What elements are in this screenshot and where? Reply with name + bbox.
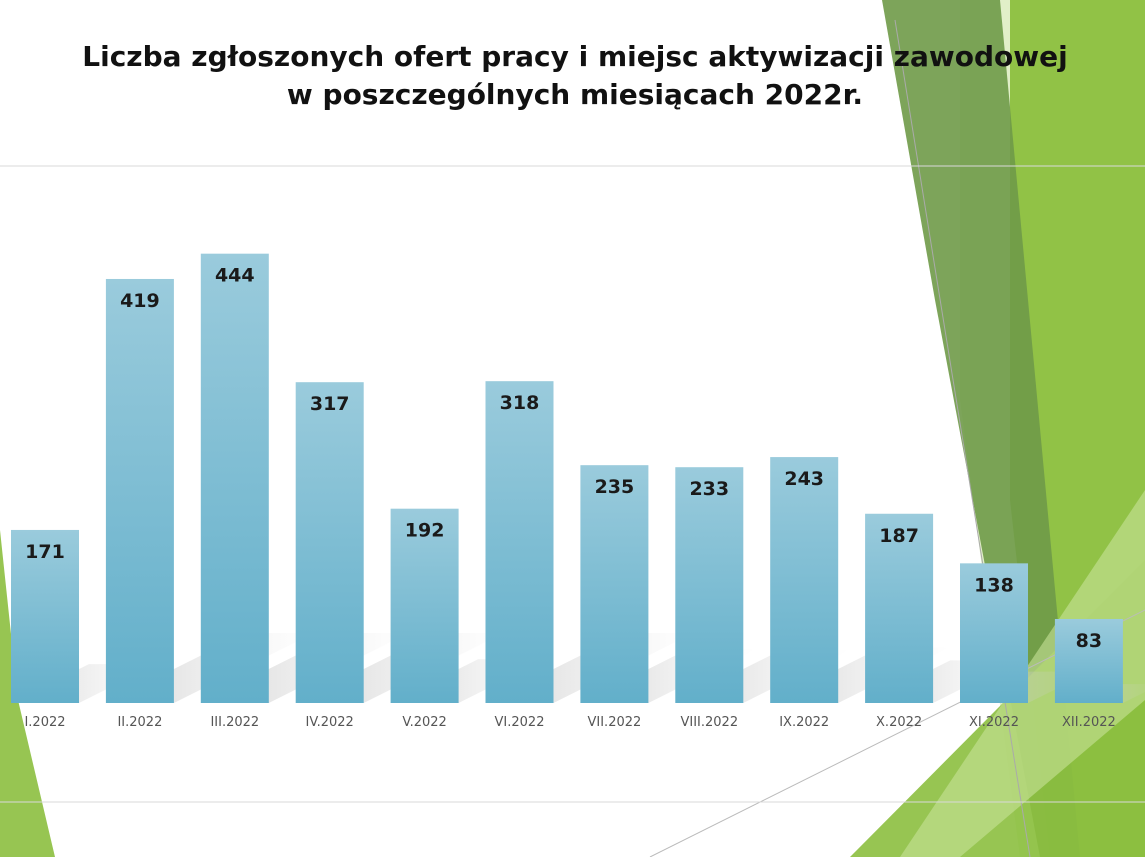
x-tick-label-IX.2022: IX.2022	[779, 715, 829, 730]
x-tick-label-III.2022: III.2022	[210, 715, 259, 730]
bar-VIII.2022	[675, 467, 744, 703]
data-label-XI.2022: 138	[974, 574, 1014, 596]
bar-XI.2022	[960, 563, 1028, 703]
bar-II.2022	[105, 278, 174, 703]
data-label-X.2022: 187	[879, 525, 919, 547]
x-tick-label-XI.2022: XI.2022	[969, 715, 1019, 730]
data-label-V.2022: 192	[405, 520, 445, 542]
data-labels: 171 419 444 317 192 318 235 233 243 187 138 83	[25, 265, 1102, 652]
x-tick-label-XII.2022: XII.2022	[1062, 715, 1116, 730]
data-label-II.2022: 419	[120, 290, 160, 312]
bar-XII.2022	[1054, 619, 1123, 703]
left-green-wedge	[0, 530, 55, 857]
data-label-I.2022: 171	[25, 541, 65, 563]
bars	[11, 253, 1123, 703]
x-tick-label-VIII.2022: VIII.2022	[680, 715, 738, 730]
bar-IV.2022	[295, 382, 364, 703]
chart-title: Liczba zgłoszonych ofert pracy i miejsc …	[60, 38, 1090, 114]
x-tick-label-X.2022: X.2022	[876, 715, 922, 730]
bar-V.2022	[390, 508, 459, 703]
bar-X.2022	[865, 513, 934, 703]
chart-title-line-2: w poszczególnych miesiącach 2022r.	[286, 78, 864, 111]
data-label-III.2022: 444	[215, 265, 255, 287]
data-label-IV.2022: 317	[310, 393, 350, 415]
bar-IX.2022	[770, 457, 839, 703]
x-tick-label-VI.2022: VI.2022	[495, 715, 545, 730]
x-tick-label-IV.2022: IV.2022	[306, 715, 354, 730]
bar-VII.2022	[580, 465, 649, 703]
right-green-dark-shape	[882, 0, 1080, 857]
bar-I.2022	[11, 529, 79, 703]
data-label-VII.2022: 235	[595, 476, 635, 498]
x-tick-label-VII.2022: VII.2022	[588, 715, 642, 730]
bar-III.2022	[200, 253, 269, 703]
x-tick-label-V.2022: V.2022	[402, 715, 446, 730]
chart-title-line-1: Liczba zgłoszonych ofert pracy i miejsc …	[82, 40, 1068, 73]
x-axis-tick-labels: I.2022 II.2022 III.2022 IV.2022 V.2022 VI.202…	[24, 715, 1115, 730]
data-label-IX.2022: 243	[784, 468, 824, 490]
data-label-VIII.2022: 233	[689, 478, 729, 500]
x-tick-label-II.2022: II.2022	[117, 715, 162, 730]
decor-line-1	[894, 19, 1031, 857]
data-label-XII.2022: 83	[1076, 630, 1102, 652]
x-tick-label-I.2022: I.2022	[24, 715, 65, 730]
data-label-VI.2022: 318	[500, 392, 540, 414]
bar-VI.2022	[485, 381, 554, 703]
